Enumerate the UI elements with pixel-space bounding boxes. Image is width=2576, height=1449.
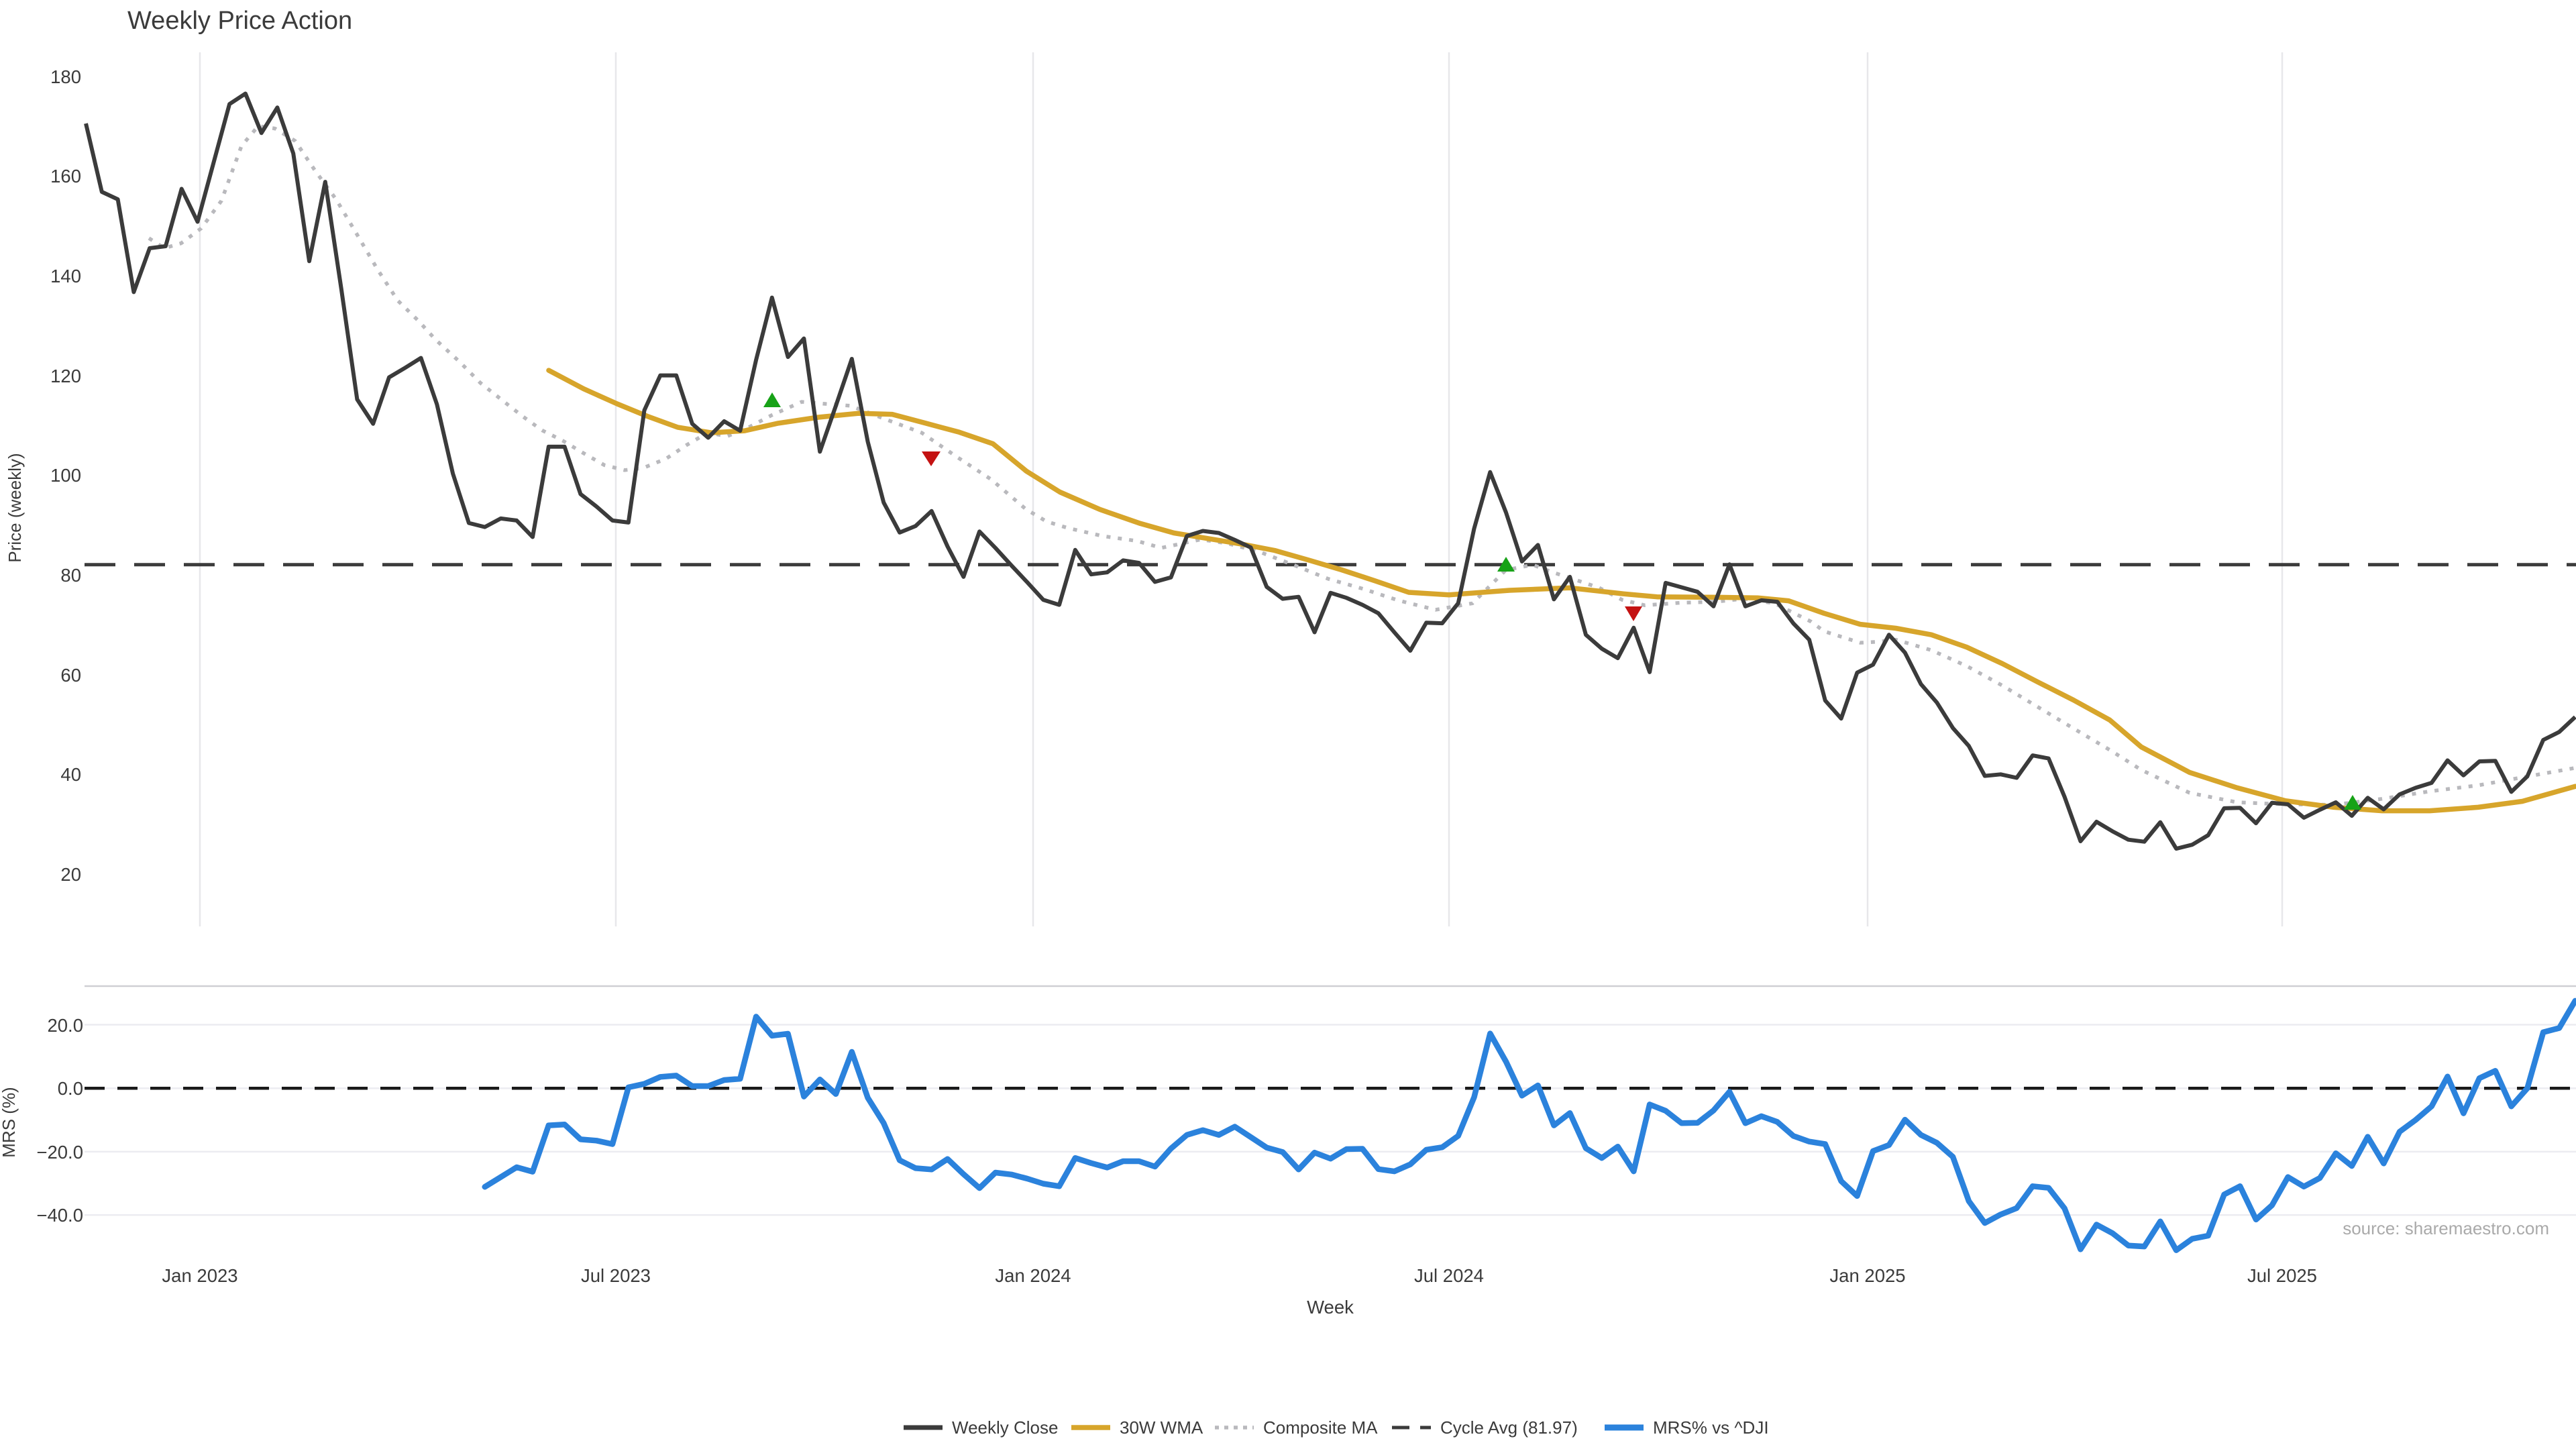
svg-text:−20.0: −20.0 xyxy=(36,1142,83,1163)
svg-text:140: 140 xyxy=(50,266,81,286)
svg-text:Price (weekly): Price (weekly) xyxy=(5,453,25,562)
svg-text:MRS% vs ^DJI: MRS% vs ^DJI xyxy=(1653,1417,1769,1438)
svg-text:20: 20 xyxy=(60,864,81,885)
svg-text:160: 160 xyxy=(50,166,81,186)
svg-text:Jul 2023: Jul 2023 xyxy=(581,1265,651,1286)
svg-text:Weekly Close: Weekly Close xyxy=(952,1417,1058,1438)
svg-text:80: 80 xyxy=(60,565,81,586)
svg-text:0.0: 0.0 xyxy=(58,1078,83,1099)
svg-text:source: sharemaestro.com: source: sharemaestro.com xyxy=(2343,1218,2549,1238)
svg-text:Jan 2024: Jan 2024 xyxy=(995,1265,1071,1286)
svg-text:Jan 2025: Jan 2025 xyxy=(1829,1265,1905,1286)
svg-text:20.0: 20.0 xyxy=(47,1015,83,1036)
svg-text:30W WMA: 30W WMA xyxy=(1120,1417,1203,1438)
svg-text:Weekly Price Action: Weekly Price Action xyxy=(127,7,352,35)
svg-text:Jul 2025: Jul 2025 xyxy=(2247,1265,2317,1286)
svg-text:40: 40 xyxy=(60,764,81,785)
svg-text:−40.0: −40.0 xyxy=(36,1205,83,1226)
svg-text:Composite MA: Composite MA xyxy=(1263,1417,1378,1438)
svg-text:Jul 2024: Jul 2024 xyxy=(1414,1265,1484,1286)
svg-text:Week: Week xyxy=(1307,1297,1354,1318)
svg-text:MRS (%): MRS (%) xyxy=(0,1087,19,1157)
svg-text:180: 180 xyxy=(50,66,81,87)
svg-text:120: 120 xyxy=(50,366,81,386)
svg-text:Cycle Avg (81.97): Cycle Avg (81.97) xyxy=(1440,1417,1578,1438)
svg-text:100: 100 xyxy=(50,465,81,486)
svg-text:Jan 2023: Jan 2023 xyxy=(162,1265,237,1286)
svg-text:60: 60 xyxy=(60,665,81,686)
